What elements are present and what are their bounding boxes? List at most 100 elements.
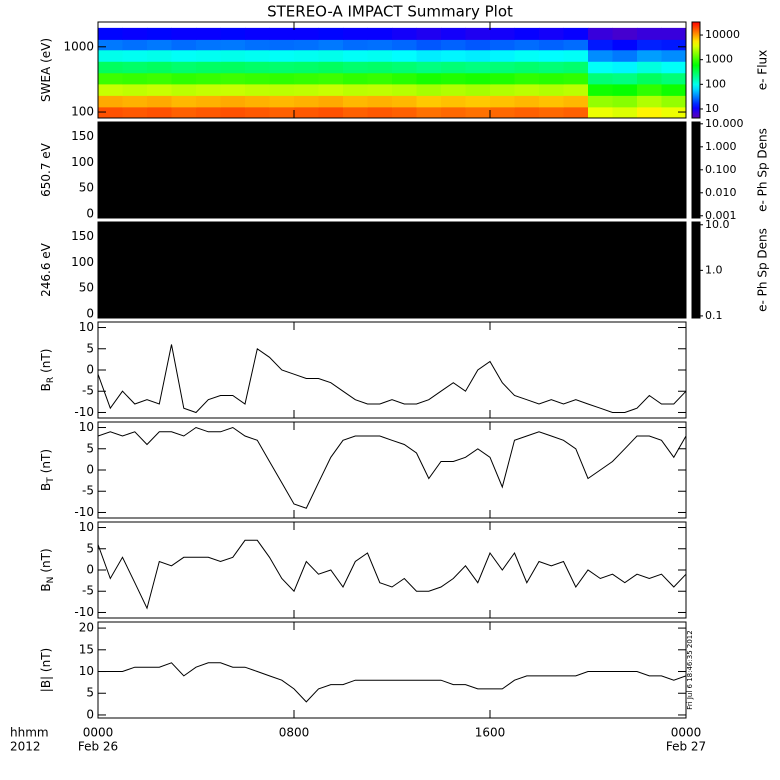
heatmap-cell bbox=[588, 61, 613, 74]
heatmap-cell bbox=[416, 106, 442, 118]
y-tick-label: -5 bbox=[82, 484, 94, 498]
y-tick-label: 5 bbox=[86, 341, 94, 355]
colorbar bbox=[691, 121, 701, 219]
heatmap-cell bbox=[196, 49, 221, 62]
heatmap-cell bbox=[612, 83, 638, 96]
colorbar-tick-label: 10.000 bbox=[705, 117, 744, 130]
heatmap-cell bbox=[98, 49, 123, 62]
y-tick-label: -10 bbox=[74, 605, 94, 619]
y-label-main: SWEA (eV) bbox=[39, 38, 53, 102]
heatmap-cell bbox=[563, 39, 589, 51]
heatmap-cell bbox=[661, 27, 686, 40]
heatmap-cell bbox=[98, 61, 123, 74]
heatmap-cell bbox=[637, 95, 662, 108]
heatmap-cell bbox=[539, 106, 564, 118]
y-tick-label: 0 bbox=[86, 563, 94, 577]
y-tick-label: 150 bbox=[71, 229, 94, 243]
heatmap-cell bbox=[465, 83, 491, 96]
heatmap-cell bbox=[612, 95, 638, 108]
heatmap-cell bbox=[196, 27, 221, 40]
heatmap-cell bbox=[98, 95, 123, 108]
heatmap-cell bbox=[343, 39, 368, 51]
heatmap-cell bbox=[98, 27, 123, 40]
heatmap-cell bbox=[147, 61, 172, 74]
heatmap-cell bbox=[563, 106, 589, 118]
heatmap-cell bbox=[367, 27, 393, 40]
x-tick-label: 0000 bbox=[671, 726, 702, 740]
heatmap-cell bbox=[343, 61, 368, 74]
heatmap-cell bbox=[465, 106, 491, 118]
y-tick-label: 10 bbox=[79, 320, 94, 334]
heatmap-cell bbox=[514, 27, 540, 40]
heatmap-cell bbox=[318, 95, 344, 108]
heatmap-cell bbox=[367, 49, 393, 62]
heatmap-cell bbox=[392, 61, 417, 74]
heatmap-cell bbox=[245, 27, 270, 40]
heatmap-cell bbox=[661, 72, 686, 85]
heatmap-cell bbox=[343, 95, 368, 108]
heatmap-cell bbox=[147, 95, 172, 108]
heatmap-cell bbox=[612, 27, 638, 40]
y-label-unit: (nT) bbox=[39, 548, 53, 572]
heatmap-cell bbox=[612, 61, 638, 74]
heatmap-cell bbox=[465, 39, 491, 51]
y-tick-label: 150 bbox=[71, 129, 94, 143]
heatmap-cell bbox=[588, 95, 613, 108]
heatmap-cell bbox=[661, 106, 686, 118]
heatmap-cell bbox=[612, 106, 638, 118]
heatmap-cell bbox=[661, 39, 686, 51]
heatmap-cell bbox=[171, 72, 197, 85]
heatmap-cell bbox=[367, 61, 393, 74]
heatmap-cell bbox=[220, 95, 246, 108]
y-tick-label: 20 bbox=[79, 621, 94, 635]
heatmap-cell bbox=[220, 61, 246, 74]
heatmap-cell bbox=[269, 83, 295, 96]
heatmap-cell bbox=[563, 49, 589, 62]
heatmap-cell bbox=[416, 83, 442, 96]
heatmap-cell bbox=[147, 27, 172, 40]
heatmap-cell bbox=[514, 83, 540, 96]
heatmap-cell bbox=[98, 83, 123, 96]
heatmap-cell bbox=[245, 39, 270, 51]
heatmap-cell bbox=[122, 95, 148, 108]
heatmap-cell bbox=[514, 106, 540, 118]
y-tick-label: 5 bbox=[86, 686, 94, 700]
heatmap-cell bbox=[392, 106, 417, 118]
heatmap-cell bbox=[514, 95, 540, 108]
y-tick-label: 1000 bbox=[63, 39, 94, 53]
heatmap-cell bbox=[294, 49, 319, 62]
heatmap-cell bbox=[490, 83, 515, 96]
y-tick-label: 100 bbox=[71, 155, 94, 169]
timestamp: Fri Jul 6 18:46:35 2012 bbox=[686, 630, 694, 709]
heatmap-cell bbox=[563, 83, 589, 96]
heatmap-cell bbox=[441, 106, 466, 118]
heatmap-cell bbox=[416, 49, 442, 62]
heatmap-cell bbox=[269, 49, 295, 62]
heatmap-cell bbox=[122, 61, 148, 74]
heatmap-cell bbox=[171, 49, 197, 62]
y-axis-label: SWEA (eV) bbox=[39, 38, 53, 102]
heatmap-cell bbox=[416, 95, 442, 108]
heatmap-cell bbox=[98, 39, 123, 51]
heatmap-cell bbox=[416, 72, 442, 85]
heatmap-cell bbox=[637, 83, 662, 96]
y-tick-label: 50 bbox=[79, 281, 94, 295]
heatmap-cell bbox=[245, 95, 270, 108]
heatmap-cell bbox=[122, 49, 148, 62]
heatmap-cell bbox=[416, 27, 442, 40]
heatmap-cell bbox=[539, 27, 564, 40]
colorbar-tick-label: 10.0 bbox=[705, 218, 730, 231]
heatmap-cell bbox=[441, 72, 466, 85]
heatmap-cell bbox=[196, 39, 221, 51]
y-tick-label: 0 bbox=[86, 306, 94, 320]
heatmap-cell bbox=[269, 27, 295, 40]
heatmap-cell bbox=[269, 95, 295, 108]
heatmap-cell bbox=[343, 27, 368, 40]
heatmap-cell bbox=[465, 27, 491, 40]
heatmap-cell bbox=[588, 72, 613, 85]
heatmap-cell bbox=[637, 61, 662, 74]
y-tick-label: 10 bbox=[79, 664, 94, 678]
heatmap-cell bbox=[171, 27, 197, 40]
heatmap-cell bbox=[588, 83, 613, 96]
heatmap-cell bbox=[294, 106, 319, 118]
